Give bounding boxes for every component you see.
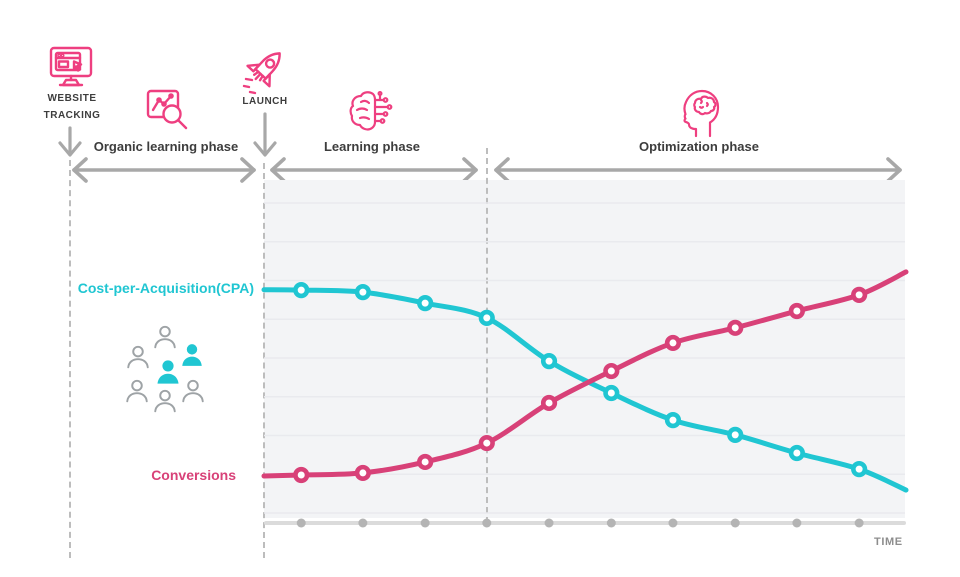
monitor-icon xyxy=(49,46,93,87)
cpa-curve-label: Cost-per-Acquisition(CPA) xyxy=(77,280,254,296)
phase-label-learning: Learning phase xyxy=(323,139,421,154)
dashed-line-optimization xyxy=(486,148,488,523)
head-brain-icon xyxy=(683,89,720,138)
dashed-line-tracking xyxy=(69,160,71,558)
conversions-curve-label: Conversions xyxy=(151,467,236,483)
person-icon xyxy=(154,325,176,349)
phase-label-organic: Organic learning phase xyxy=(93,139,239,154)
rocket-icon xyxy=(242,52,281,95)
person-icon xyxy=(127,345,149,369)
phase-arrow-optimization xyxy=(494,157,902,183)
analytics-magnifier-icon xyxy=(146,89,188,130)
website-tracking-label: WEBSITE TRACKING xyxy=(43,93,101,121)
person-icon xyxy=(154,389,176,413)
ai-brain-icon xyxy=(349,90,393,131)
time-axis-label: TIME xyxy=(874,536,903,548)
person-icon-highlighted xyxy=(182,344,202,366)
person-icon xyxy=(182,379,204,403)
dashed-line-launch xyxy=(263,163,265,558)
person-icon xyxy=(126,379,148,403)
launch-label: LAUNCH xyxy=(242,96,288,107)
down-arrow-icon xyxy=(253,112,277,157)
plot-area xyxy=(264,180,905,518)
person-icon-highlighted xyxy=(157,360,179,384)
down-arrow-icon xyxy=(58,126,82,157)
phase-label-optimization: Optimization phase xyxy=(639,139,759,154)
audience-people-icon xyxy=(115,318,215,418)
phase-arrow-organic xyxy=(72,157,256,183)
phase-arrow-learning xyxy=(270,157,478,183)
phase-chart xyxy=(261,202,909,528)
